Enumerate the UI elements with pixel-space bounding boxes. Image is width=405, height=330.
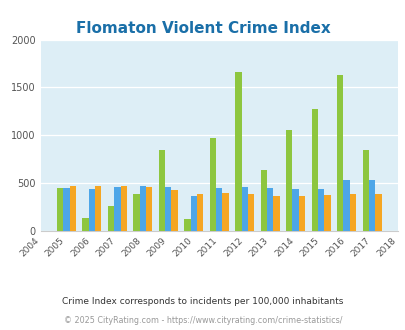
Bar: [286, 130, 292, 231]
Bar: [184, 218, 190, 231]
Bar: [69, 186, 76, 231]
Bar: [209, 138, 215, 231]
Bar: [241, 187, 247, 231]
Bar: [133, 194, 139, 231]
Text: © 2025 CityRating.com - https://www.cityrating.com/crime-statistics/: © 2025 CityRating.com - https://www.city…: [64, 315, 341, 325]
Bar: [165, 187, 171, 231]
Bar: [368, 180, 374, 231]
Bar: [298, 196, 305, 231]
Bar: [343, 180, 349, 231]
Bar: [234, 72, 241, 231]
Bar: [215, 188, 222, 231]
Bar: [139, 186, 146, 231]
Text: Flomaton Violent Crime Index: Flomaton Violent Crime Index: [75, 21, 330, 36]
Text: Crime Index corresponds to incidents per 100,000 inhabitants: Crime Index corresponds to incidents per…: [62, 297, 343, 307]
Bar: [324, 195, 330, 231]
Bar: [222, 193, 228, 231]
Bar: [196, 194, 203, 231]
Bar: [171, 190, 177, 231]
Bar: [57, 188, 63, 231]
Bar: [336, 75, 343, 231]
Bar: [247, 194, 254, 231]
Bar: [158, 150, 165, 231]
Bar: [349, 194, 355, 231]
Bar: [190, 196, 196, 231]
Bar: [95, 185, 101, 231]
Bar: [146, 187, 152, 231]
Bar: [88, 189, 95, 231]
Bar: [292, 189, 298, 231]
Bar: [63, 188, 69, 231]
Bar: [362, 150, 368, 231]
Bar: [266, 188, 273, 231]
Bar: [260, 170, 266, 231]
Bar: [114, 187, 120, 231]
Bar: [317, 189, 324, 231]
Bar: [374, 194, 381, 231]
Bar: [107, 206, 114, 231]
Bar: [311, 109, 317, 231]
Bar: [120, 186, 127, 231]
Bar: [82, 217, 88, 231]
Bar: [273, 196, 279, 231]
